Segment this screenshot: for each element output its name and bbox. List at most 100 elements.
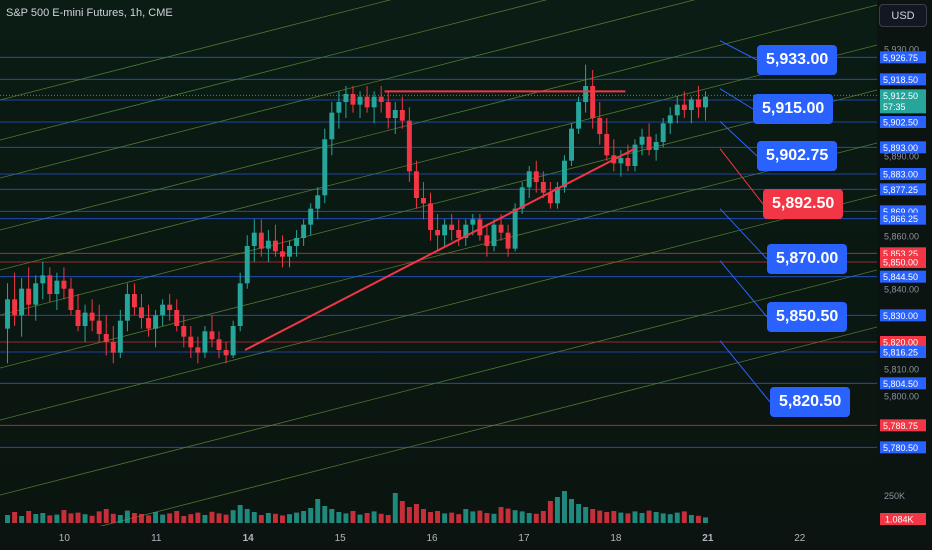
currency-button[interactable]: USD bbox=[879, 4, 927, 27]
volume-bar bbox=[688, 515, 694, 523]
candle-body bbox=[124, 294, 130, 321]
volume-bar bbox=[660, 513, 666, 523]
price-callout: 5,850.50 bbox=[767, 302, 848, 332]
callout-connector bbox=[719, 120, 758, 157]
volume-bar bbox=[117, 515, 123, 523]
volume-bar bbox=[124, 510, 130, 523]
callout-connectors bbox=[719, 40, 771, 403]
volume-bar bbox=[61, 510, 67, 523]
candle-body bbox=[223, 350, 229, 356]
x-tick-label: 15 bbox=[335, 533, 347, 544]
candle-body bbox=[336, 102, 342, 113]
volume-bar bbox=[12, 512, 18, 523]
callout-connector bbox=[719, 260, 768, 318]
volume-bar bbox=[512, 510, 518, 523]
price-axis-tag-label: 5,816.25 bbox=[883, 348, 918, 358]
callout-connector bbox=[719, 148, 764, 205]
candle-body bbox=[646, 136, 652, 150]
candle-body bbox=[660, 123, 666, 142]
candle-body bbox=[498, 224, 504, 233]
volume-bar bbox=[75, 512, 81, 523]
candle-body bbox=[12, 299, 18, 316]
candle-body bbox=[385, 102, 391, 118]
candle-body bbox=[519, 187, 525, 209]
volume-bar bbox=[315, 499, 321, 523]
volume-bar bbox=[421, 509, 426, 523]
volume-bar bbox=[625, 513, 631, 523]
callout-connector bbox=[719, 88, 754, 110]
channel-line bbox=[0, 89, 878, 316]
price-lines bbox=[0, 56, 877, 448]
candle-body bbox=[470, 219, 476, 225]
volume-bar bbox=[646, 510, 652, 523]
price-axis-tag bbox=[880, 183, 926, 196]
price-callout: 5,892.50 bbox=[763, 189, 844, 219]
volume-scale-label: 250K bbox=[884, 491, 905, 501]
volume-bar bbox=[639, 513, 645, 523]
candles bbox=[5, 64, 708, 364]
candle-body bbox=[484, 235, 490, 246]
candle-body bbox=[547, 192, 553, 204]
x-tick-label: 18 bbox=[610, 533, 622, 544]
candle-body bbox=[153, 315, 159, 329]
candle-body bbox=[160, 304, 166, 316]
volume-bar bbox=[695, 515, 701, 523]
candle-body bbox=[667, 115, 673, 124]
candle-body bbox=[526, 171, 532, 188]
volume-bar bbox=[33, 514, 39, 523]
price-axis-tag bbox=[880, 377, 926, 390]
y-tick-label: 5,860.00 bbox=[884, 231, 919, 241]
volume-bar bbox=[378, 513, 384, 523]
volume-bar bbox=[463, 509, 469, 523]
volume-bar bbox=[54, 514, 60, 523]
trendlines[interactable] bbox=[244, 90, 636, 351]
price-axis-tag-label: 5,883.00 bbox=[883, 170, 918, 180]
candle-body bbox=[618, 158, 624, 164]
volume-bar bbox=[653, 512, 659, 523]
price-callout: 5,902.75 bbox=[757, 141, 838, 171]
candle-body bbox=[491, 224, 497, 246]
price-axis-tag bbox=[880, 51, 926, 64]
candle-body bbox=[315, 195, 321, 209]
candle-body bbox=[583, 86, 589, 102]
candle-body bbox=[294, 238, 300, 246]
volume-bar bbox=[251, 512, 257, 523]
volume-bar bbox=[674, 512, 680, 523]
candle-body bbox=[378, 96, 384, 102]
y-axis-ticks: 5,930.00 5,890.00 5,860.00 5,840.00 5,810.00… bbox=[884, 45, 919, 402]
candle-body bbox=[54, 280, 60, 294]
candle-body bbox=[413, 171, 419, 198]
price-axis-tag-label: 5,850.00 bbox=[883, 258, 918, 268]
candle-body bbox=[188, 336, 194, 348]
candle-body bbox=[68, 288, 74, 310]
volume-bar bbox=[618, 512, 624, 523]
x-tick-label: 22 bbox=[794, 533, 806, 544]
channel-line bbox=[0, 142, 878, 369]
channel-line bbox=[0, 269, 878, 496]
candle-body bbox=[280, 251, 285, 257]
candle-body bbox=[5, 299, 10, 329]
channel-line bbox=[0, 44, 878, 271]
volume-bar bbox=[667, 514, 673, 523]
volume-bar bbox=[470, 511, 476, 523]
price-axis-tag-label: 5,866.25 bbox=[883, 214, 918, 224]
volume-bar bbox=[82, 514, 88, 523]
price-axis-tag bbox=[880, 256, 926, 268]
price-callout: 5,915.00 bbox=[753, 94, 834, 124]
candle-body bbox=[540, 182, 546, 193]
candle-body bbox=[265, 240, 271, 249]
candle-body bbox=[421, 198, 426, 204]
price-axis-tag-label: 5,877.25 bbox=[883, 185, 918, 195]
volume-bar bbox=[399, 501, 405, 523]
volume-bar bbox=[47, 515, 53, 523]
price-axis-tag-label: 5,830.00 bbox=[883, 311, 918, 321]
time-axis[interactable] bbox=[0, 526, 877, 550]
volume-current-label: 1.084K bbox=[885, 515, 914, 525]
price-axis-tag-label: 5,853.25 bbox=[883, 249, 918, 259]
candle-body bbox=[174, 310, 180, 326]
volume-bar bbox=[336, 512, 342, 523]
volume-bar bbox=[230, 510, 236, 523]
volume-bar bbox=[160, 514, 166, 523]
